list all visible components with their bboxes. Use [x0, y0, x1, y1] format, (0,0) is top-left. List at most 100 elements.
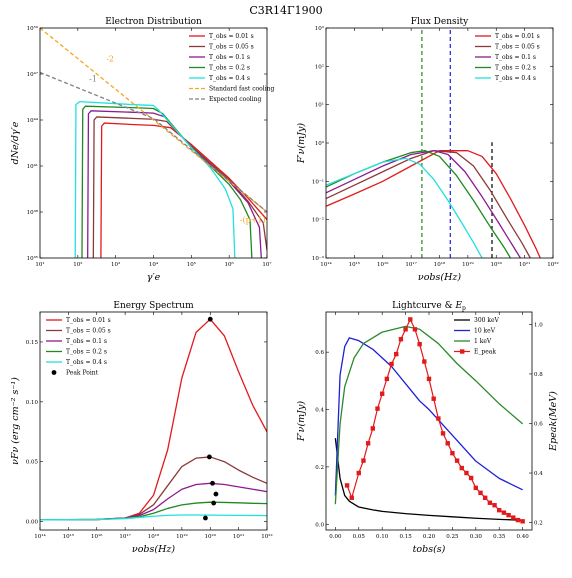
axes-frame	[39, 27, 268, 259]
panel-energy-spectrum: Energy Spectrum 10¹⁴ 10¹⁵ 10¹⁶ 10¹⁷ 10¹⁸ 10¹⁹ 1…	[10, 301, 273, 555]
legend: 300 keV 10 keV 1 keV E_peak	[454, 317, 500, 356]
y-tick-label: 0.2	[315, 465, 324, 471]
epeak-marker	[436, 416, 441, 421]
epeak-marker	[408, 317, 413, 322]
legend-label: T_obs = 0.1 s	[495, 54, 536, 61]
epeak-marker	[361, 458, 366, 463]
legend-label: T_obs = 0.05 s	[66, 328, 111, 335]
x-tick-label: 10²¹	[233, 533, 244, 540]
annotation: -1	[89, 75, 97, 84]
y-tick-label: 0.0	[315, 522, 324, 528]
x-tick-label: 0.15	[399, 534, 412, 540]
x-tick-label: 0.30	[470, 534, 483, 540]
y-tick-label: 10⁴⁴	[27, 117, 39, 124]
y-tick-label: 10⁵⁰	[27, 25, 39, 32]
y-tick-label: 10⁻²	[312, 217, 324, 224]
series-line	[326, 157, 483, 258]
epeak-marker	[515, 517, 521, 523]
epeak-marker	[356, 470, 361, 476]
panel-title: Lightcurve & Ep	[392, 301, 466, 312]
peak-point-marker	[203, 515, 208, 521]
legend-label: T_obs = 0.1 s	[66, 338, 107, 345]
epeak-marker	[487, 500, 493, 505]
legend-label: T_obs = 0.4 s	[495, 75, 536, 82]
epeak-marker	[422, 359, 427, 364]
peak-point-marker	[206, 454, 212, 460]
series-line	[40, 482, 267, 521]
y-tick-label: 10⁰	[315, 140, 325, 147]
series-line	[334, 438, 523, 521]
y-tick-label: 0.10	[26, 400, 39, 406]
peak-point-marker	[207, 316, 213, 322]
epeak-marker	[506, 512, 511, 518]
panel-title: Electron Distribution	[105, 17, 202, 27]
legend-swatch	[460, 349, 465, 354]
y2-tick-label: 1.0	[534, 322, 543, 328]
panel-electron-distribution: Electron Distribution 10¹ 10² 10³ 10⁴ 10⁵ 10⁶ 1…	[10, 17, 274, 283]
y-tick-label: 10³⁸	[27, 209, 39, 216]
x-tick-label: 10¹⁵	[349, 261, 360, 268]
epeak-marker	[482, 495, 488, 500]
axes-frame	[325, 311, 533, 531]
x-tick-label: 10³	[111, 261, 120, 268]
legend-label: T_obs = 0.01 s	[209, 33, 254, 40]
x-tick-label: 10¹⁶	[377, 261, 389, 268]
x-tick-label: 10¹⁹	[176, 533, 188, 540]
x-tick-label: 10¹⁸	[148, 533, 160, 540]
y2-tick-label: 0.6	[534, 421, 543, 427]
legend-swatch	[51, 370, 57, 375]
series-line	[40, 514, 267, 521]
epeak-marker	[473, 485, 479, 491]
legend-label: T_obs = 0.2 s	[66, 349, 107, 356]
epeak-marker	[403, 327, 408, 332]
title-subscript: p	[462, 305, 466, 312]
x-tick-label: 10²⁰	[491, 261, 503, 268]
x-tick-label: 0.10	[376, 534, 389, 540]
figure-title: C3R14Γ1900	[249, 4, 322, 17]
annotation: -(p+1)	[240, 216, 266, 225]
epeak-marker	[375, 406, 380, 411]
y-tick-label: 10¹	[315, 102, 324, 109]
series-line	[326, 150, 531, 258]
legend-label: T_obs = 0.4 s	[66, 359, 107, 366]
axes-frame	[39, 311, 268, 531]
series-line	[326, 150, 541, 258]
x-tick-label: 10²²	[547, 261, 558, 268]
epeak-marker	[412, 327, 418, 332]
epeak-marker	[450, 451, 455, 456]
peak-point-marker	[210, 480, 215, 486]
x-tick-label: 10¹⁵	[63, 533, 74, 540]
epeak-marker	[511, 515, 516, 520]
x-axis-label: tobs(s)	[413, 544, 446, 555]
epeak-marker	[389, 361, 394, 367]
legend-label: T_obs = 0.4 s	[209, 75, 250, 82]
legend-label: T_obs = 0.05 s	[209, 44, 254, 51]
epeak-marker	[365, 441, 371, 446]
series-line	[334, 337, 523, 496]
x-tick-label: 10¹⁹	[462, 261, 474, 268]
series-line	[74, 100, 236, 258]
y-tick-label: 0.05	[26, 460, 39, 466]
epeak-marker	[394, 351, 399, 357]
x-tick-label: 0.05	[353, 534, 366, 540]
y2-axis-label: Epeak(MeV)	[548, 391, 559, 452]
legend-label: Standard fast cooling	[209, 86, 274, 93]
series-line	[40, 456, 267, 521]
plot-area	[40, 28, 267, 258]
title-var: E	[454, 301, 462, 311]
x-tick-label: 0.25	[446, 534, 459, 540]
epeak-marker	[431, 396, 436, 401]
x-tick-label: 10¹⁷	[119, 533, 131, 540]
panel-title: Flux Density	[411, 17, 469, 27]
panel-flux-density: Flux Density 10¹⁴ 10¹⁵ 10¹⁶ 10¹⁷ 10¹⁸ 10¹⁹ 10²⁰…	[296, 17, 559, 283]
annotation: -2	[106, 55, 114, 64]
y-tick-label: 10³⁵	[27, 255, 38, 262]
x-tick-label: 10¹⁴	[34, 533, 46, 540]
x-tick-label: 0.00	[329, 534, 342, 540]
epeak-marker	[497, 507, 502, 513]
series-line	[334, 325, 524, 505]
x-tick-label: 10⁴	[149, 261, 159, 268]
legend-label: T_obs = 0.01 s	[495, 33, 540, 40]
plot-area	[334, 317, 525, 524]
